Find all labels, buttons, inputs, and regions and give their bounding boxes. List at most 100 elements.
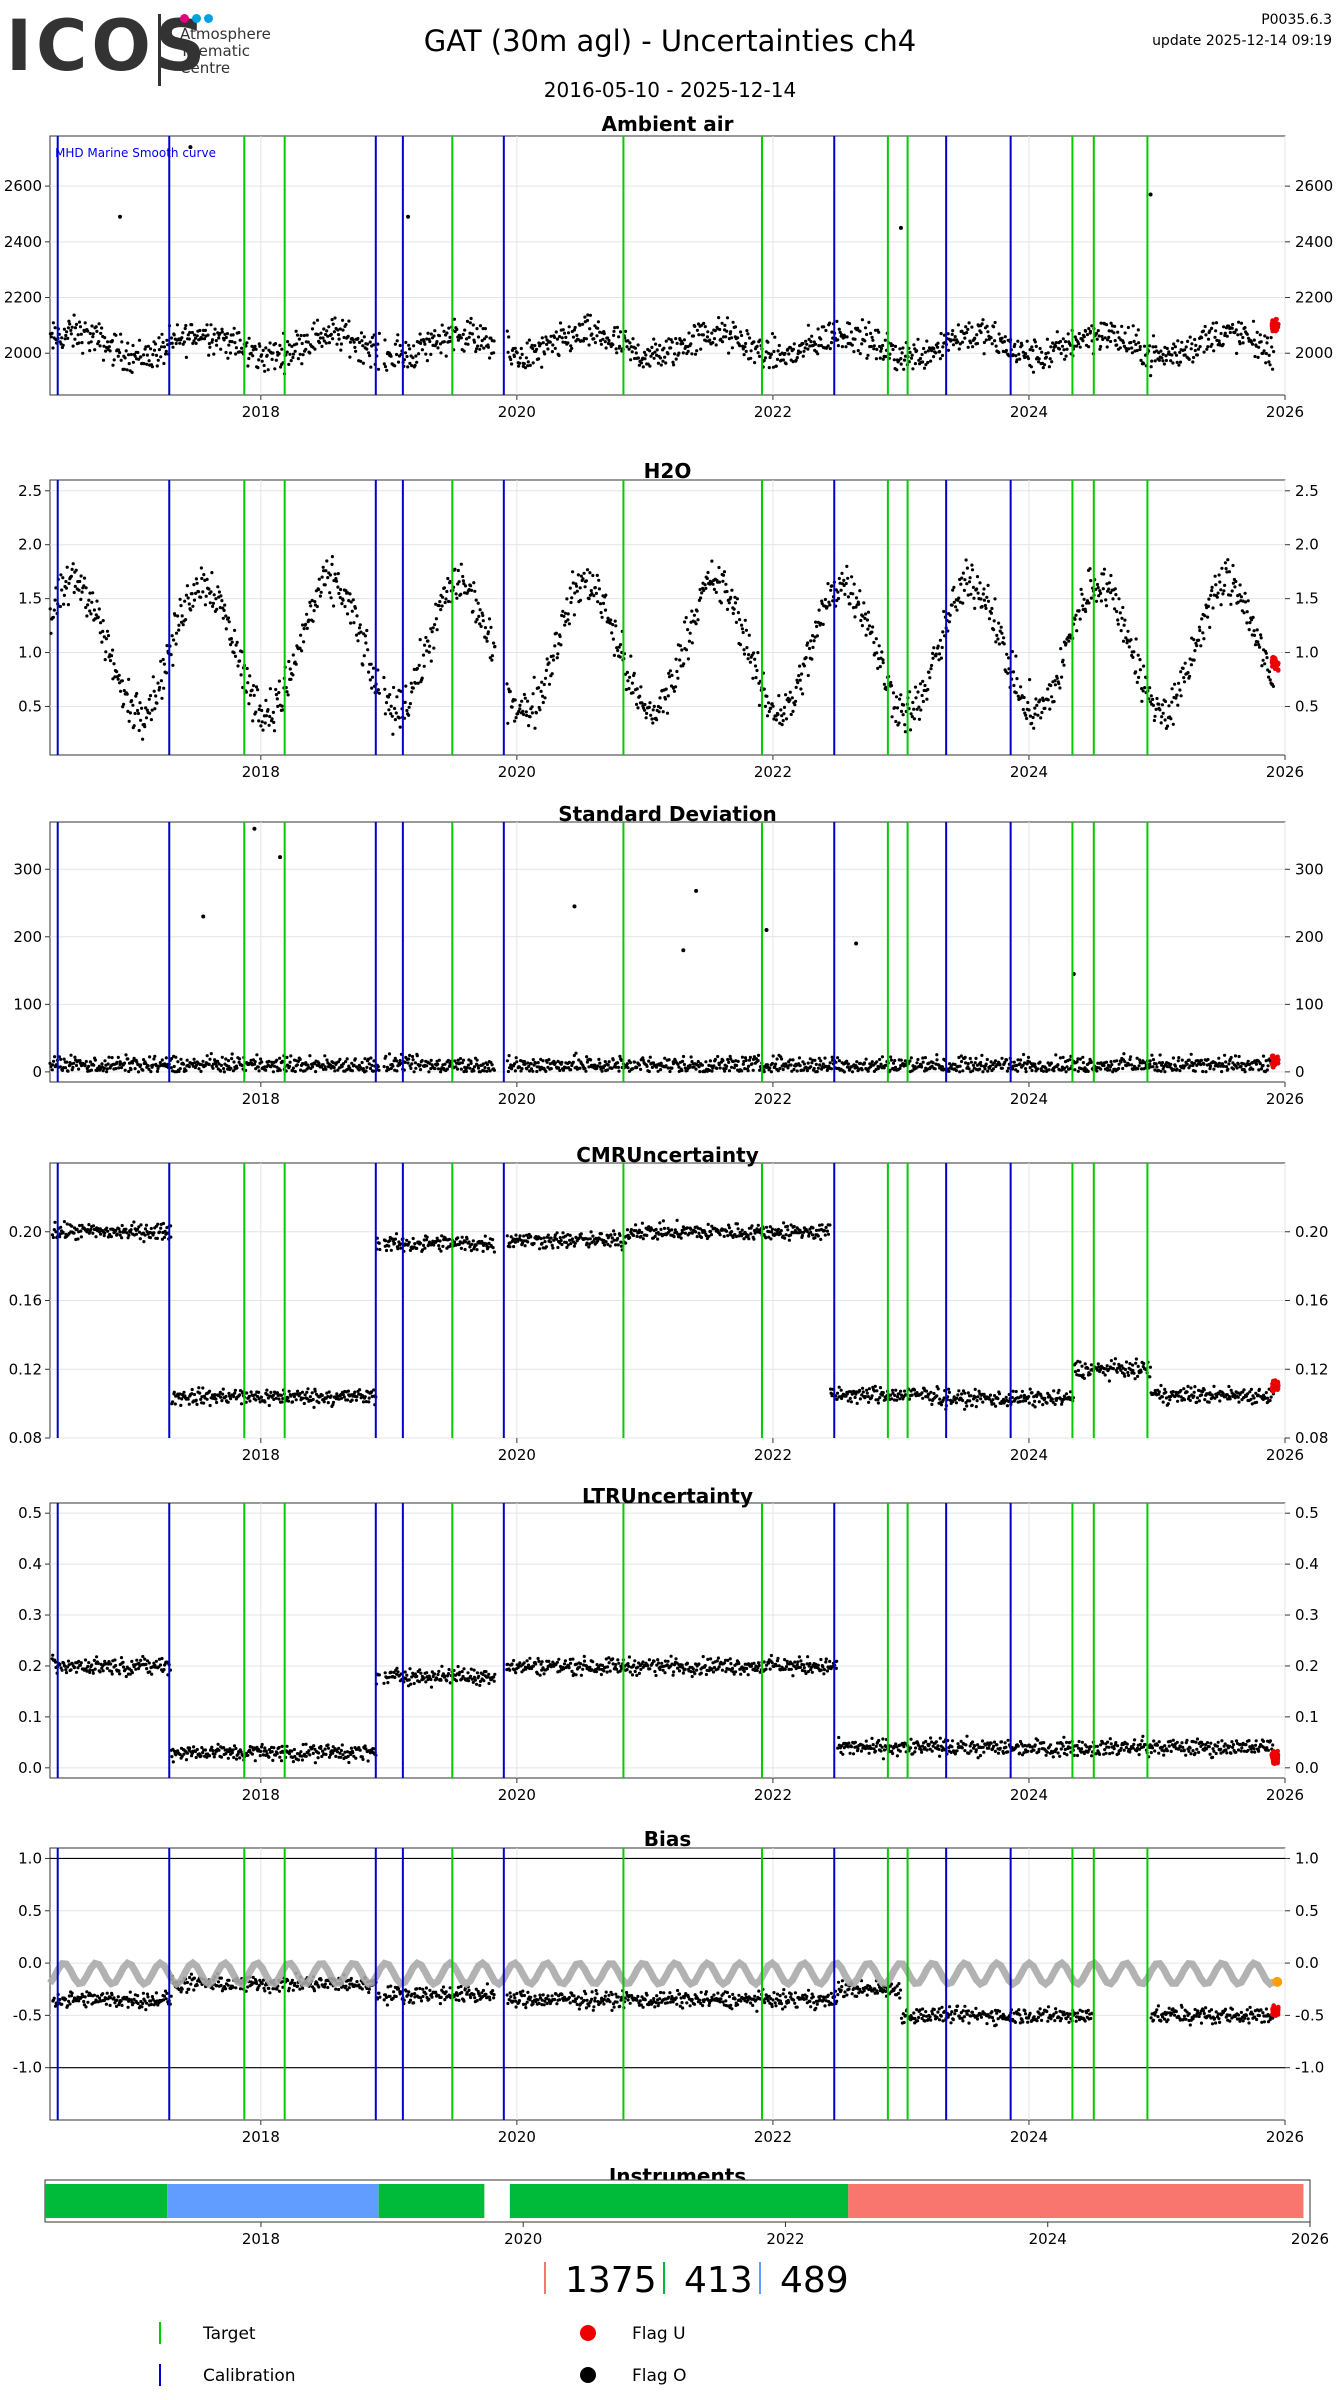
data-point xyxy=(509,357,513,362)
data-point xyxy=(1053,679,1057,683)
data-point xyxy=(326,576,330,580)
data-point xyxy=(807,646,812,651)
data-point xyxy=(1151,1058,1156,1062)
data-point xyxy=(678,658,682,662)
data-point xyxy=(636,343,640,347)
data-point xyxy=(1219,331,1223,336)
data-point xyxy=(672,689,677,693)
data-point xyxy=(544,1069,548,1073)
data-point xyxy=(187,1402,191,1406)
data-point xyxy=(1026,700,1030,705)
data-point xyxy=(442,340,446,344)
data-point xyxy=(299,1068,303,1072)
data-point xyxy=(238,659,242,663)
data-point xyxy=(543,676,548,680)
data-point xyxy=(541,694,545,698)
data-point xyxy=(181,623,185,627)
x-tick-label: 2022 xyxy=(754,403,792,421)
data-point xyxy=(720,340,725,344)
data-point xyxy=(953,335,957,339)
data-point xyxy=(547,682,552,686)
data-point xyxy=(689,1055,693,1059)
data-point xyxy=(681,1059,685,1063)
y-tick-label: 0.20 xyxy=(1295,1223,1328,1241)
data-point xyxy=(989,1060,993,1064)
data-point xyxy=(438,600,442,604)
data-point xyxy=(179,620,184,624)
data-point xyxy=(693,324,697,328)
data-point xyxy=(702,321,706,325)
data-point xyxy=(475,327,479,331)
data-point xyxy=(1061,658,1065,662)
data-point xyxy=(370,686,374,690)
data-point xyxy=(1227,570,1231,574)
data-point xyxy=(61,343,65,347)
data-point xyxy=(348,355,352,359)
data-point xyxy=(138,701,142,705)
data-point xyxy=(200,1395,204,1399)
data-point xyxy=(867,320,871,324)
data-point xyxy=(937,658,941,662)
data-point xyxy=(1087,601,1091,605)
data-point xyxy=(960,576,964,580)
data-point xyxy=(1034,697,1038,701)
data-point xyxy=(926,360,930,365)
data-point xyxy=(1161,352,1165,356)
data-point xyxy=(655,348,659,352)
data-point xyxy=(353,345,357,349)
data-point xyxy=(659,1068,663,1072)
data-point xyxy=(222,608,226,613)
data-point xyxy=(421,653,426,657)
data-point xyxy=(1169,717,1173,721)
data-point xyxy=(1267,670,1272,674)
data-point xyxy=(295,342,299,346)
data-point xyxy=(755,344,759,348)
data-point xyxy=(718,327,722,332)
data-point xyxy=(566,331,571,335)
data-point xyxy=(583,585,587,589)
data-point xyxy=(823,1056,827,1060)
data-point xyxy=(163,1229,167,1233)
data-point xyxy=(773,1065,777,1069)
data-point xyxy=(325,559,329,563)
data-point xyxy=(237,1060,241,1064)
data-point xyxy=(353,1057,357,1061)
data-point xyxy=(788,698,792,702)
data-point xyxy=(429,352,433,356)
data-point xyxy=(1095,337,1099,341)
data-point xyxy=(194,577,198,581)
data-point xyxy=(70,325,74,329)
data-point xyxy=(573,325,577,330)
data-point xyxy=(584,1069,588,1073)
data-point xyxy=(1068,343,1073,347)
data-point xyxy=(359,630,363,634)
data-point xyxy=(153,342,158,346)
data-point xyxy=(733,595,737,599)
data-point xyxy=(1067,639,1071,643)
data-point xyxy=(383,687,387,691)
data-point xyxy=(106,1062,110,1066)
data-point xyxy=(458,1057,463,1061)
data-point xyxy=(980,1053,984,1057)
data-point xyxy=(585,318,590,323)
data-point xyxy=(1267,353,1271,357)
data-point xyxy=(551,658,556,662)
data-point xyxy=(848,602,852,606)
data-point xyxy=(247,702,251,706)
data-point xyxy=(1038,1060,1042,1064)
data-point xyxy=(911,367,915,371)
data-point xyxy=(936,341,940,345)
data-point xyxy=(164,349,168,353)
data-point xyxy=(58,1235,62,1239)
data-point xyxy=(442,586,447,590)
data-point xyxy=(1078,1057,1082,1061)
data-point xyxy=(523,366,528,370)
data-point xyxy=(1084,609,1088,614)
data-point xyxy=(201,1059,205,1063)
data-point xyxy=(393,718,397,722)
data-point xyxy=(881,357,885,361)
data-point xyxy=(393,706,397,711)
data-point xyxy=(1263,334,1267,338)
data-point xyxy=(361,1067,365,1071)
data-point xyxy=(93,348,97,352)
